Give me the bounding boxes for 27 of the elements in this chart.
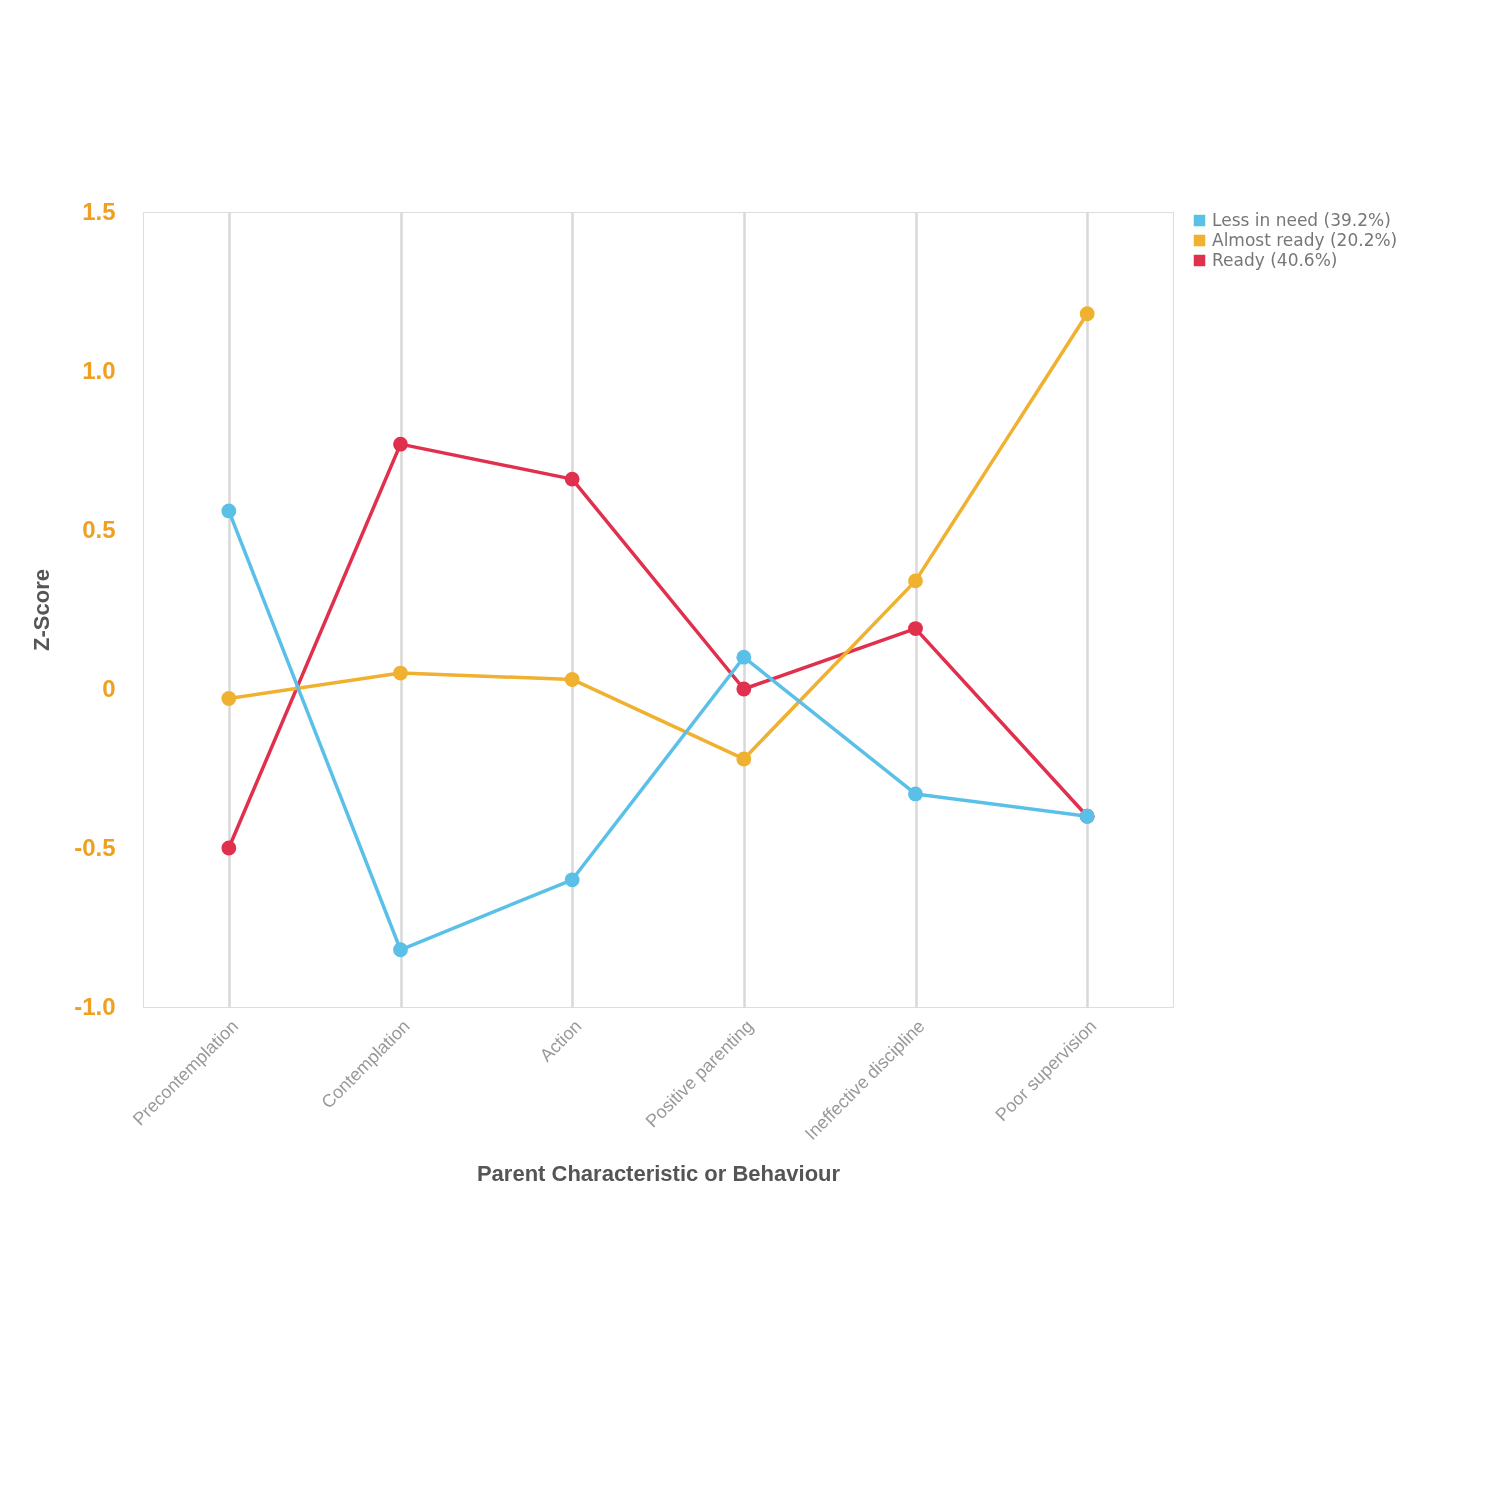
point: [564, 872, 580, 888]
point: [221, 503, 237, 519]
y-axis-title: Z-Score: [29, 569, 55, 651]
x-axis-title: Parent Characteristic or Behaviour: [476, 1160, 841, 1186]
point: [393, 942, 408, 958]
y-tick-label: 1.5: [82, 197, 116, 225]
point: [221, 840, 237, 856]
legend-label: Ready (40.6%): [1212, 249, 1338, 270]
point: [736, 751, 752, 767]
y-tick-label: 1.0: [82, 356, 116, 384]
point: [736, 681, 752, 697]
y-tick-label: -0.5: [74, 833, 116, 861]
legend-label: Almost ready (20.2%): [1212, 229, 1398, 250]
point: [1079, 306, 1095, 322]
point: [564, 471, 580, 487]
y-tick-label: 0.5: [82, 515, 116, 543]
point: [736, 649, 752, 665]
point: [393, 665, 408, 681]
point: [393, 436, 408, 452]
point: [908, 573, 923, 589]
y-tick-label: -1.0: [74, 992, 116, 1020]
legend-label: Less in need (39.2%): [1212, 209, 1391, 230]
point: [908, 621, 923, 636]
point: [908, 786, 923, 802]
point: [221, 691, 237, 706]
y-tick-label: 0: [102, 674, 116, 702]
point: [564, 672, 580, 687]
